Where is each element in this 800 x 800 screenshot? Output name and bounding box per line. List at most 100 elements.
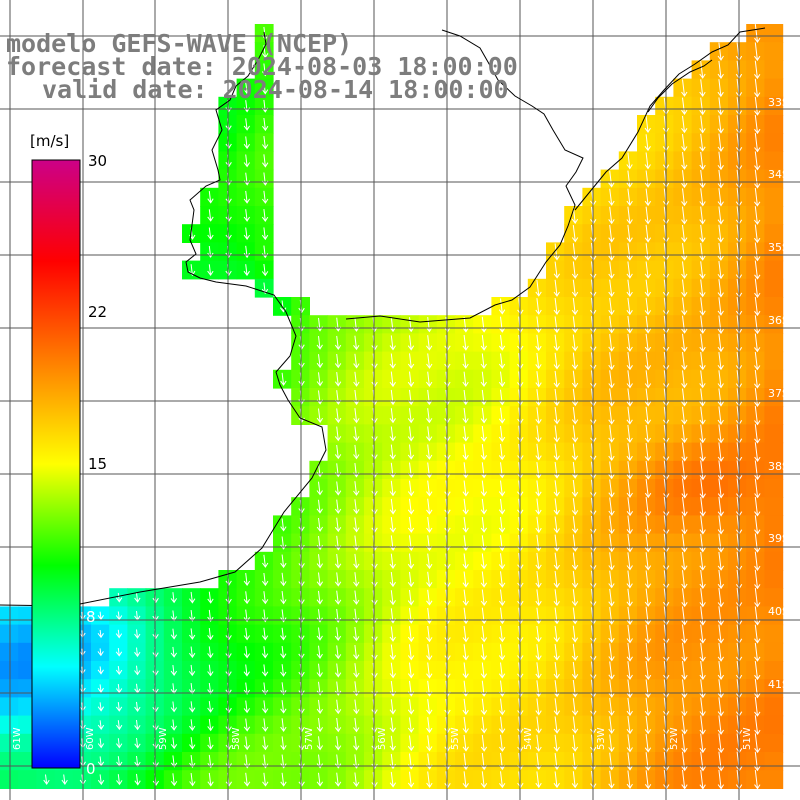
wind-speed-cell <box>546 442 565 462</box>
wind-speed-cell <box>728 733 747 753</box>
wind-speed-cell <box>746 278 765 298</box>
wind-arrow <box>754 496 761 517</box>
wind-speed-cell <box>600 369 620 389</box>
wind-arrow <box>717 551 725 571</box>
wind-speed-cell <box>709 588 729 607</box>
wind-speed-cell <box>236 770 256 789</box>
wind-arrow <box>353 517 360 533</box>
latitude-label: 35S <box>768 241 789 254</box>
wind-arrow <box>571 771 579 789</box>
wind-speed-cell <box>473 369 492 389</box>
wind-speed-cell <box>564 242 583 262</box>
wind-speed-cell <box>0 770 19 789</box>
wind-speed-cell <box>746 315 765 334</box>
wind-arrow <box>261 209 269 222</box>
wind-speed-cell <box>728 661 747 680</box>
wind-speed-cell <box>582 424 602 444</box>
wind-speed-cell <box>673 661 693 680</box>
wind-speed-cell <box>764 297 784 316</box>
wind-arrow <box>553 643 560 661</box>
wind-speed-cell <box>418 406 438 425</box>
wind-speed-cell <box>582 406 602 425</box>
wind-speed-cell <box>582 479 602 498</box>
wind-arrow <box>626 624 633 644</box>
wind-speed-cell <box>600 733 620 753</box>
wind-speed-cell <box>600 169 620 189</box>
wind-speed-cell <box>345 460 365 480</box>
wind-arrow <box>553 607 560 625</box>
wind-speed-cell <box>673 642 693 662</box>
wind-arrow <box>626 279 633 297</box>
longitude-label: 56W <box>377 727 388 750</box>
wind-arrow <box>644 224 652 243</box>
wind-arrow <box>535 480 542 497</box>
wind-arrow <box>426 389 433 406</box>
wind-arrow <box>499 698 506 716</box>
longitude-label: 61W <box>12 727 23 750</box>
wind-speed-cell <box>582 297 602 316</box>
wind-speed-cell <box>600 551 620 571</box>
wind-arrow <box>480 716 488 734</box>
wind-arrow <box>571 679 579 698</box>
wind-arrow <box>553 498 560 516</box>
wind-arrow <box>280 682 287 696</box>
wind-arrow <box>462 716 469 734</box>
wind-speed-cell <box>327 770 347 789</box>
wind-arrow <box>316 354 324 369</box>
wind-speed-cell <box>618 770 638 789</box>
wind-arrow <box>389 498 397 515</box>
wind-speed-cell <box>691 479 711 498</box>
wind-arrow <box>644 752 652 771</box>
wind-arrow <box>553 625 560 643</box>
wind-arrow <box>389 480 396 497</box>
wind-speed-cell <box>691 224 711 243</box>
wind-arrow <box>608 697 615 716</box>
wind-speed-cell <box>746 770 765 789</box>
wind-speed-cell <box>436 479 456 498</box>
wind-speed-cell <box>600 406 620 425</box>
wind-arrow <box>280 664 287 677</box>
wind-arrow <box>262 117 269 132</box>
wind-speed-cell <box>691 588 711 607</box>
wind-speed-cell <box>673 460 693 480</box>
wind-speed-cell <box>473 497 492 516</box>
wind-speed-cell <box>546 533 565 553</box>
wind-arrow <box>608 570 615 589</box>
wind-arrow <box>681 751 688 772</box>
wind-speed-cell <box>637 133 656 152</box>
wind-speed-cell <box>618 351 638 371</box>
wind-speed-cell <box>564 551 583 571</box>
wind-speed-cell <box>655 151 674 171</box>
wind-speed-cell <box>655 715 674 735</box>
wind-arrow <box>334 372 342 387</box>
wind-arrow <box>261 282 269 295</box>
wind-arrow <box>754 460 761 481</box>
wind-arrow <box>699 624 706 644</box>
wind-arrow <box>280 718 287 732</box>
wind-speed-cell <box>455 497 474 516</box>
wind-speed-cell <box>764 24 784 43</box>
wind-speed-cell <box>637 333 656 353</box>
wind-arrow <box>407 444 415 460</box>
wind-arrow <box>280 518 287 532</box>
wind-arrow <box>681 224 688 243</box>
wind-arrow <box>280 572 287 587</box>
wind-speed-cell <box>509 315 529 334</box>
wind-speed-cell <box>691 770 711 789</box>
wind-speed-cell <box>364 424 383 444</box>
wind-speed-cell <box>455 315 474 334</box>
wind-arrow <box>462 480 469 497</box>
wind-speed-cell <box>382 333 401 353</box>
wind-arrow <box>389 735 396 751</box>
wind-speed-cell <box>546 479 565 498</box>
wind-speed-cell <box>746 406 765 425</box>
wind-speed-cell <box>345 333 365 353</box>
wind-speed-cell <box>746 42 765 61</box>
wind-arrow <box>626 570 633 589</box>
wind-arrow <box>353 389 360 406</box>
wind-speed-cell <box>637 424 656 444</box>
wind-speed-cell <box>728 442 747 462</box>
wind-speed-cell <box>764 406 784 425</box>
wind-arrow <box>407 498 415 515</box>
wind-arrow <box>571 316 579 334</box>
